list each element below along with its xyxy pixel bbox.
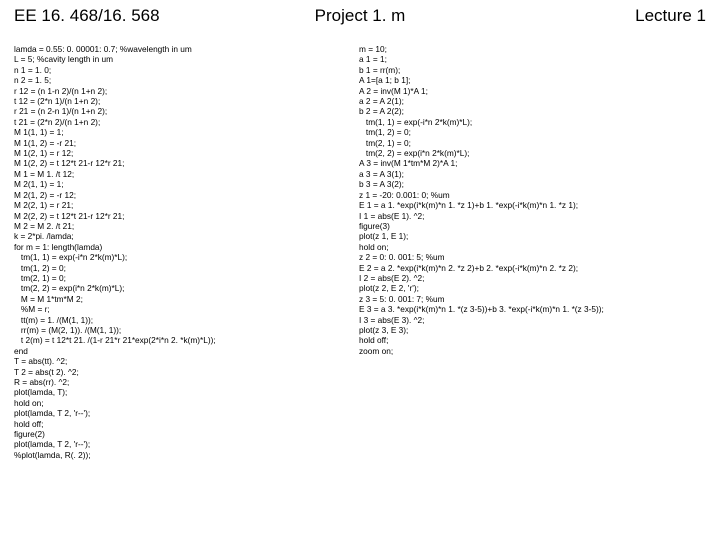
code-line: T = abs(tt). ^2; bbox=[14, 356, 359, 366]
code-line: plot(lamda, T 2, 'r--'); bbox=[14, 439, 359, 449]
code-line: %M = r; bbox=[14, 304, 359, 314]
code-line: M = M 1*tm*M 2; bbox=[14, 294, 359, 304]
code-line: M 1(2, 1) = r 12; bbox=[14, 148, 359, 158]
slide: EE 16. 468/16. 568 Project 1. m Lecture … bbox=[0, 0, 720, 540]
code-line: hold off; bbox=[14, 419, 359, 429]
code-line: tm(2, 2) = exp(i*n 2*k(m)*L); bbox=[359, 148, 704, 158]
code-line: tm(1, 1) = exp(-i*n 2*k(m)*L); bbox=[359, 117, 704, 127]
lecture-number: Lecture 1 bbox=[635, 6, 706, 26]
code-line: figure(3) bbox=[359, 221, 704, 231]
code-line: A 1=[a 1; b 1]; bbox=[359, 75, 704, 85]
code-line: M 2 = M 2. /t 21; bbox=[14, 221, 359, 231]
project-title: Project 1. m bbox=[0, 6, 720, 26]
code-line: E 3 = a 3. *exp(i*k(m)*n 1. *(z 3-5))+b … bbox=[359, 304, 704, 314]
code-line: tm(1, 2) = 0; bbox=[14, 263, 359, 273]
code-line: M 1(1, 1) = 1; bbox=[14, 127, 359, 137]
code-line: tm(2, 1) = 0; bbox=[14, 273, 359, 283]
code-line: R = abs(rr). ^2; bbox=[14, 377, 359, 387]
code-line: M 2(1, 2) = -r 12; bbox=[14, 190, 359, 200]
code-line: tt(m) = 1. /(M(1, 1)); bbox=[14, 315, 359, 325]
code-line: plot(lamda, T); bbox=[14, 387, 359, 397]
code-line: zoom on; bbox=[359, 346, 704, 356]
code-line: rr(m) = (M(2, 1)). /(M(1, 1)); bbox=[14, 325, 359, 335]
code-line: M 2(1, 1) = 1; bbox=[14, 179, 359, 189]
code-line: a 3 = A 3(1); bbox=[359, 169, 704, 179]
code-line: for m = 1: length(lamda) bbox=[14, 242, 359, 252]
code-line: tm(1, 1) = exp(-i*n 2*k(m)*L); bbox=[14, 252, 359, 262]
code-line: E 2 = a 2. *exp(i*k(m)*n 2. *z 2)+b 2. *… bbox=[359, 263, 704, 273]
code-line: m = 10; bbox=[359, 44, 704, 54]
code-line: %plot(lamda, R(. 2)); bbox=[14, 450, 359, 460]
code-line: M 2(2, 2) = t 12*t 21-r 12*r 21; bbox=[14, 211, 359, 221]
code-line: k = 2*pi. /lamda; bbox=[14, 231, 359, 241]
code-line: end bbox=[14, 346, 359, 356]
code-line: lamda = 0.55: 0. 00001: 0.7; %wavelength… bbox=[14, 44, 359, 54]
code-line: plot(z 1, E 1); bbox=[359, 231, 704, 241]
code-line: plot(z 3, E 3); bbox=[359, 325, 704, 335]
code-line: z 3 = 5: 0. 001: 7; %um bbox=[359, 294, 704, 304]
code-line: T 2 = abs(t 2). ^2; bbox=[14, 367, 359, 377]
code-line: M 1(1, 2) = -r 21; bbox=[14, 138, 359, 148]
code-line: tm(2, 2) = exp(i*n 2*k(m)*L); bbox=[14, 283, 359, 293]
code-line: hold on; bbox=[359, 242, 704, 252]
code-line: tm(1, 2) = 0; bbox=[359, 127, 704, 137]
code-line: I 1 = abs(E 1). ^2; bbox=[359, 211, 704, 221]
code-line: M 2(2, 1) = r 21; bbox=[14, 200, 359, 210]
code-line: n 2 = 1. 5; bbox=[14, 75, 359, 85]
code-line: r 12 = (n 1-n 2)/(n 1+n 2); bbox=[14, 86, 359, 96]
code-column-left: lamda = 0.55: 0. 00001: 0.7; %wavelength… bbox=[14, 44, 359, 460]
code-line: I 3 = abs(E 3). ^2; bbox=[359, 315, 704, 325]
code-line: b 1 = rr(m); bbox=[359, 65, 704, 75]
code-line: b 3 = A 3(2); bbox=[359, 179, 704, 189]
code-line: plot(z 2, E 2, 'r'); bbox=[359, 283, 704, 293]
code-line: A 3 = inv(M 1*tm*M 2)*A 1; bbox=[359, 158, 704, 168]
code-line: M 1 = M 1. /t 12; bbox=[14, 169, 359, 179]
code-line: tm(2, 1) = 0; bbox=[359, 138, 704, 148]
code-line: L = 5; %cavity length in um bbox=[14, 54, 359, 64]
code-line: hold on; bbox=[14, 398, 359, 408]
code-columns: lamda = 0.55: 0. 00001: 0.7; %wavelength… bbox=[14, 44, 706, 460]
code-line: A 2 = inv(M 1)*A 1; bbox=[359, 86, 704, 96]
code-line: t 21 = (2*n 2)/(n 1+n 2); bbox=[14, 117, 359, 127]
slide-header: EE 16. 468/16. 568 Project 1. m Lecture … bbox=[0, 6, 720, 36]
code-column-right: m = 10;a 1 = 1;b 1 = rr(m);A 1=[a 1; b 1… bbox=[359, 44, 704, 460]
code-line: plot(lamda, T 2, 'r--'); bbox=[14, 408, 359, 418]
code-line: a 1 = 1; bbox=[359, 54, 704, 64]
code-line: t 2(m) = t 12*t 21. /(1-r 21*r 21*exp(2*… bbox=[14, 335, 359, 345]
code-line: hold off; bbox=[359, 335, 704, 345]
code-line: n 1 = 1. 0; bbox=[14, 65, 359, 75]
code-line: b 2 = A 2(2); bbox=[359, 106, 704, 116]
code-line: M 1(2, 2) = t 12*t 21-r 12*r 21; bbox=[14, 158, 359, 168]
code-line: z 1 = -20: 0.001: 0; %um bbox=[359, 190, 704, 200]
code-line: r 21 = (n 2-n 1)/(n 1+n 2); bbox=[14, 106, 359, 116]
code-line: t 12 = (2*n 1)/(n 1+n 2); bbox=[14, 96, 359, 106]
code-line: z 2 = 0: 0. 001: 5; %um bbox=[359, 252, 704, 262]
code-line: E 1 = a 1. *exp(i*k(m)*n 1. *z 1)+b 1. *… bbox=[359, 200, 704, 210]
code-line: a 2 = A 2(1); bbox=[359, 96, 704, 106]
code-line: I 2 = abs(E 2). ^2; bbox=[359, 273, 704, 283]
code-line: figure(2) bbox=[14, 429, 359, 439]
